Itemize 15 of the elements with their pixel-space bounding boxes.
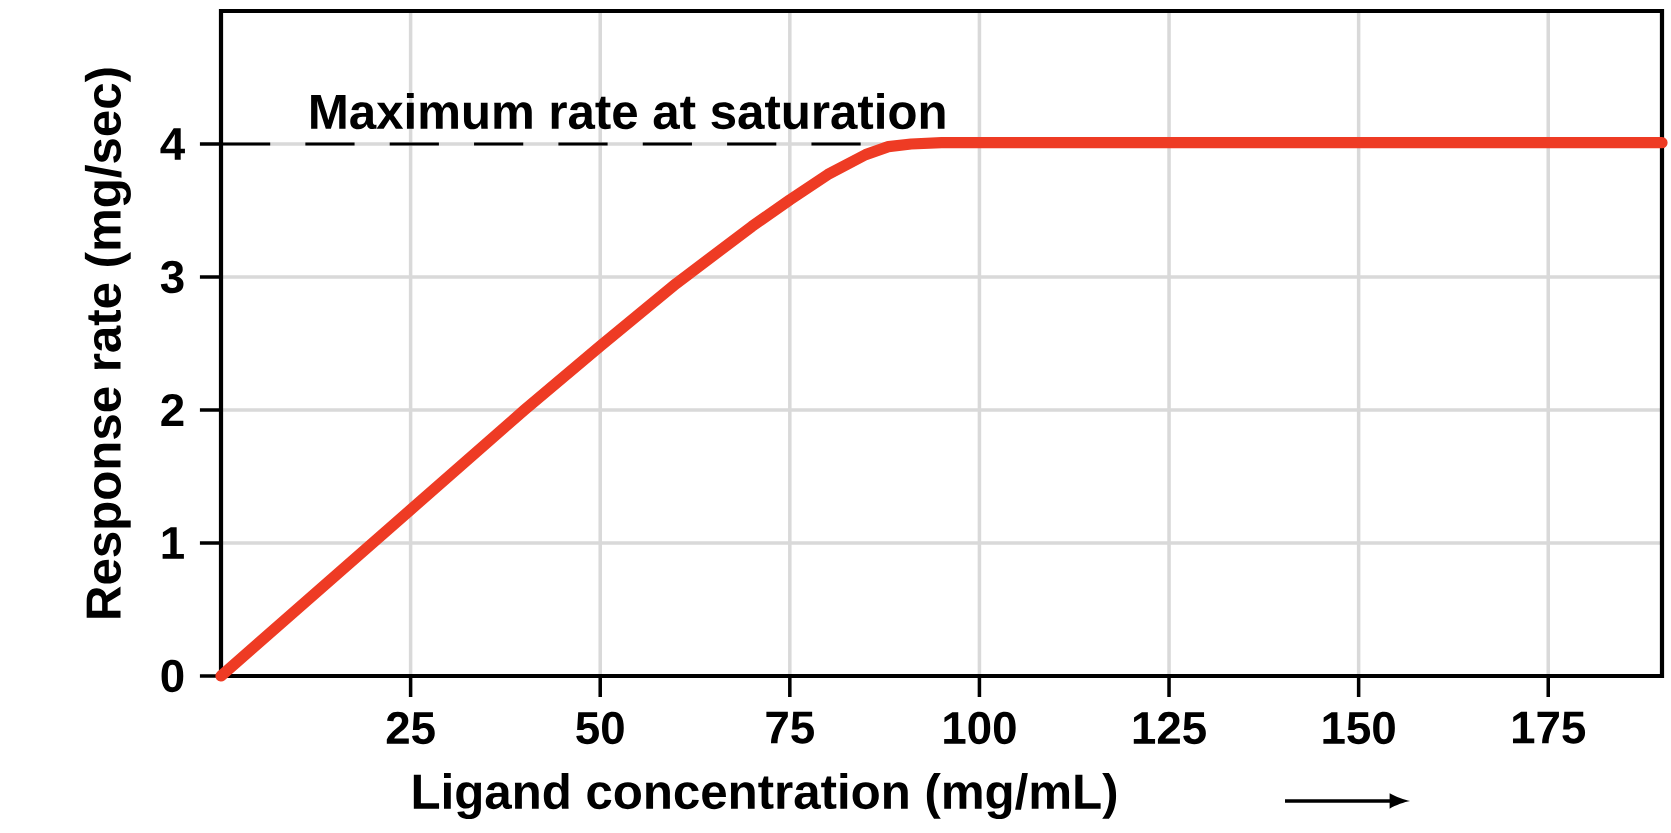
y-tick-label: 1 (162, 527, 184, 559)
x-tick-label: 25 (386, 711, 435, 745)
x-tick-label: 100 (944, 711, 1016, 745)
ref-line-label: Maximum rate at saturation (311, 93, 945, 130)
x-tick-label: 125 (1133, 711, 1206, 745)
y-axis-title: Response rate (mg/sec) (84, 68, 131, 618)
x-tick-label: 150 (1323, 711, 1395, 745)
y-tick-label: 2 (161, 393, 184, 426)
x-tick-label: 75 (766, 711, 814, 744)
y-tick-label: 0 (161, 659, 184, 693)
x-tick-label: 175 (1512, 711, 1586, 744)
x-tick-label: 50 (576, 711, 624, 745)
y-tick-label: 3 (160, 260, 184, 294)
y-tick-label: 4 (160, 128, 185, 160)
x-axis-title: Ligand concentration (mg/mL) (413, 772, 1117, 820)
